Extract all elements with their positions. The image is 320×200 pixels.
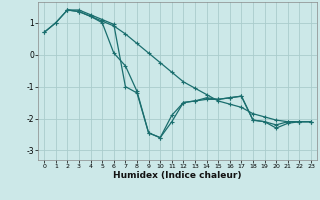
X-axis label: Humidex (Indice chaleur): Humidex (Indice chaleur) xyxy=(113,171,242,180)
